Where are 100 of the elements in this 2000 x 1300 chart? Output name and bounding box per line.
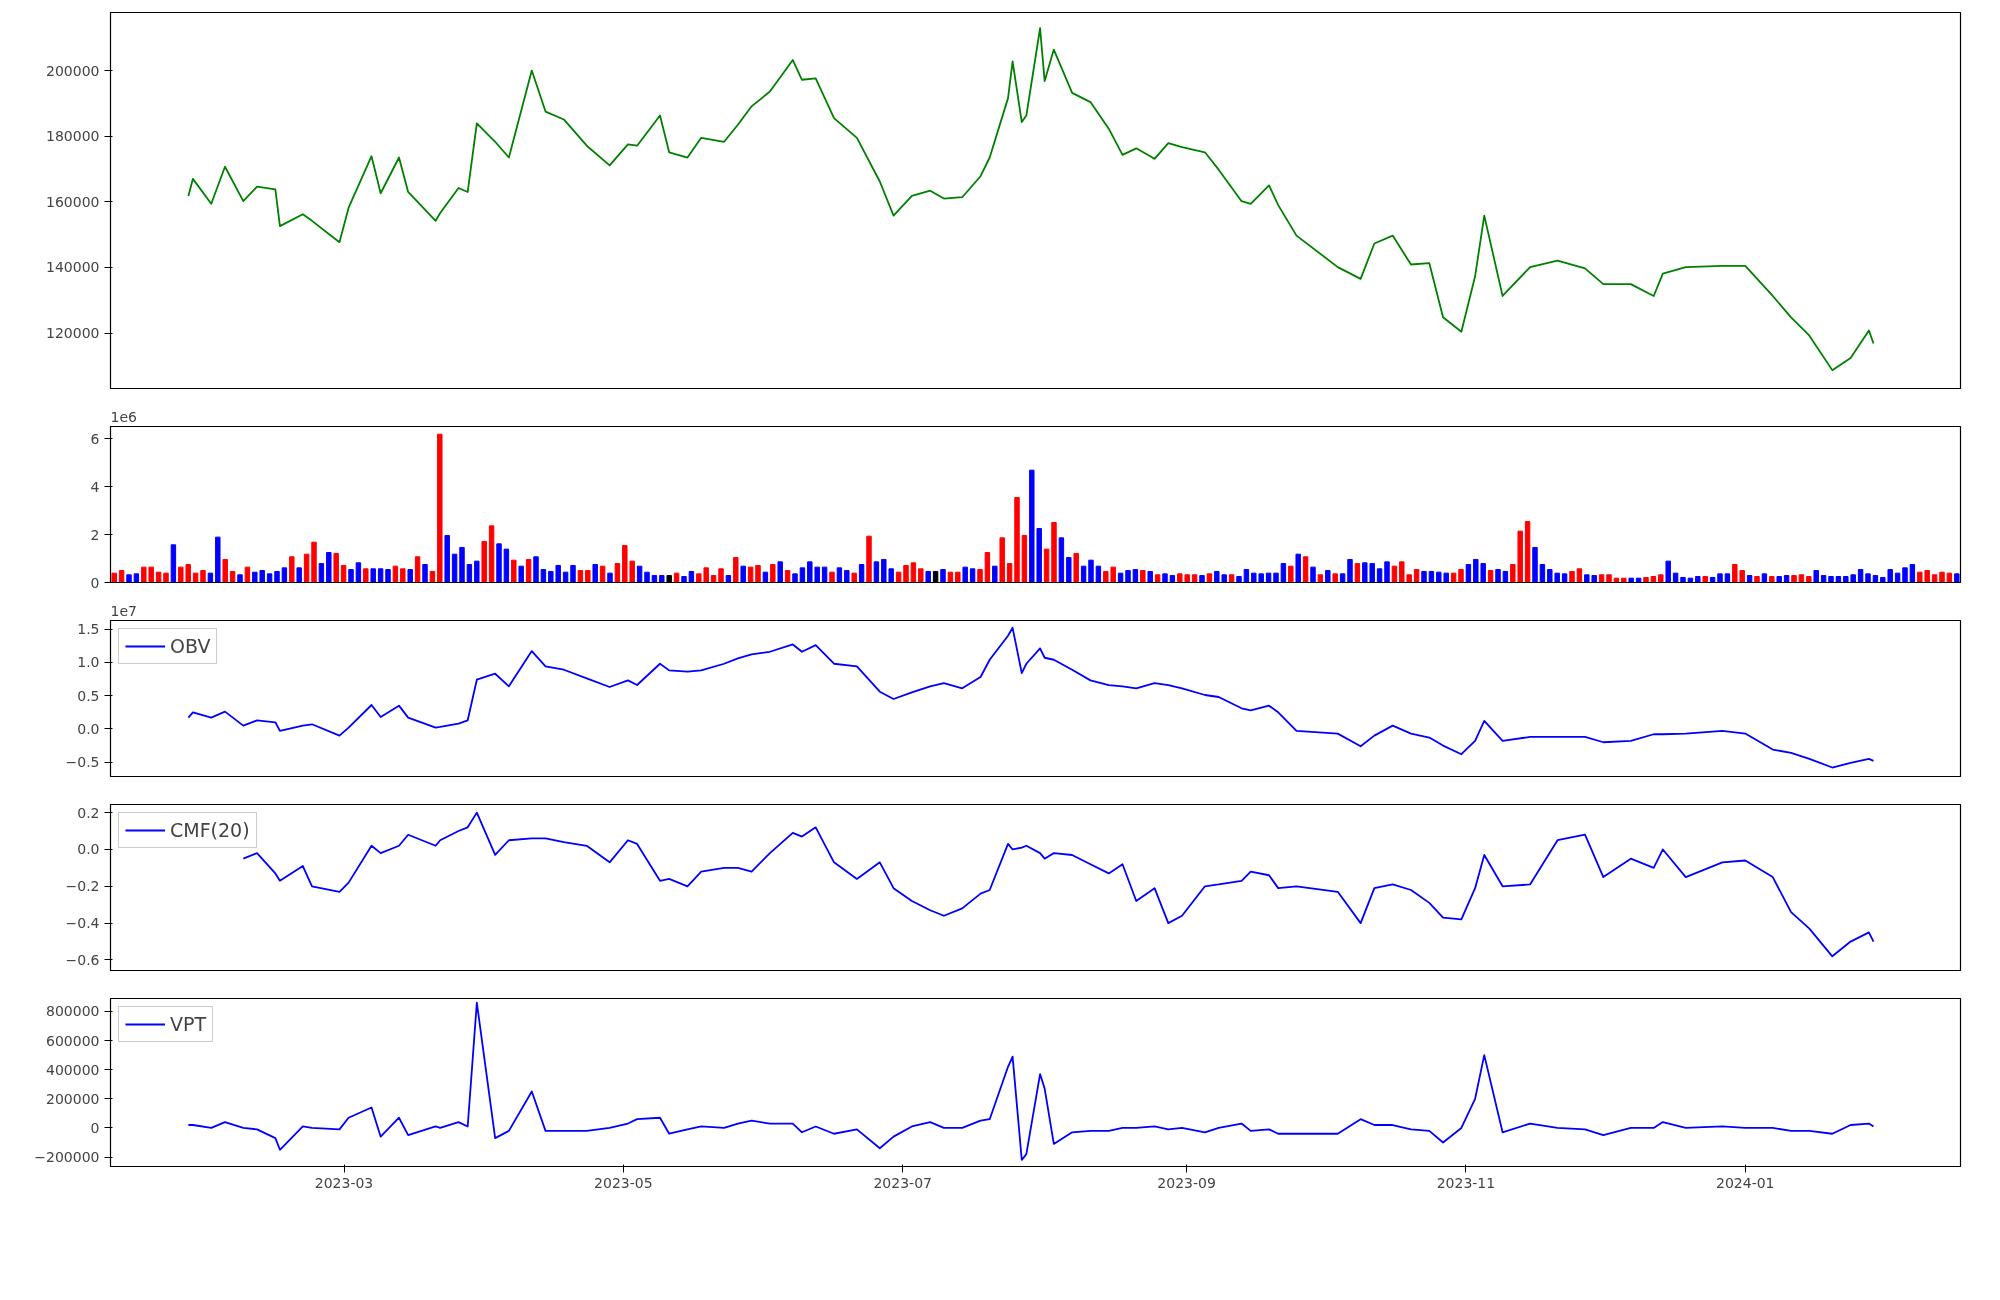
y-tick-label: 0.0 <box>77 841 100 858</box>
bar <box>1421 570 1427 583</box>
bar <box>836 567 843 583</box>
bar <box>969 568 976 583</box>
bar <box>1021 534 1028 583</box>
bar <box>1317 574 1324 583</box>
bar <box>910 562 917 583</box>
bar <box>1857 569 1864 583</box>
bar <box>377 568 384 583</box>
bar <box>1273 572 1279 583</box>
bar <box>222 558 228 583</box>
bar <box>977 569 983 583</box>
bar <box>1073 552 1079 583</box>
bar <box>829 571 835 583</box>
bar <box>577 570 584 583</box>
bar <box>858 564 865 583</box>
bar <box>1206 573 1213 583</box>
legend-label: VPT <box>170 1013 207 1035</box>
bar <box>1487 570 1494 583</box>
bar <box>363 568 369 583</box>
bar <box>133 573 140 583</box>
bar <box>481 540 487 583</box>
x-tick-label: 2023-09 <box>1157 1174 1216 1191</box>
bar <box>1058 537 1065 583</box>
bar <box>659 575 665 583</box>
bar <box>422 564 428 583</box>
bar <box>1806 576 1812 583</box>
bar <box>1243 569 1250 583</box>
y-tick-label: 180000 <box>46 128 100 145</box>
x-tick-label: 2023-11 <box>1436 1174 1496 1191</box>
bar <box>333 552 339 583</box>
y-tick-label: −0.5 <box>65 754 100 771</box>
bar <box>1125 570 1131 583</box>
bar <box>244 566 251 583</box>
bar <box>1384 561 1390 583</box>
bar <box>192 572 199 583</box>
y-tick-label: 600000 <box>46 1032 100 1049</box>
y-tick-label: 200000 <box>46 1090 100 1107</box>
bar <box>511 559 517 583</box>
bar <box>1532 546 1538 583</box>
bar <box>1658 574 1664 583</box>
bar <box>540 569 547 583</box>
legend-label: CMF(20) <box>170 819 250 841</box>
bar <box>1288 565 1294 583</box>
y-tick-label: 400000 <box>46 1061 100 1078</box>
bar <box>459 546 465 583</box>
y-tick-label: 4 <box>90 478 100 495</box>
bar <box>1628 577 1634 583</box>
bar <box>1132 569 1139 583</box>
bar <box>1006 563 1013 583</box>
bar <box>355 562 362 583</box>
bar <box>1088 559 1094 583</box>
bar <box>126 574 132 583</box>
bar <box>1754 576 1760 583</box>
bar <box>289 556 295 583</box>
bar <box>1561 573 1568 583</box>
bar <box>1672 572 1679 583</box>
bar <box>1339 573 1346 583</box>
bar <box>1162 573 1168 583</box>
bar <box>733 557 739 583</box>
bar <box>1606 574 1612 583</box>
bar <box>1865 573 1871 583</box>
bar <box>1798 574 1805 583</box>
bar <box>1761 573 1768 583</box>
bar <box>1347 558 1353 583</box>
bar <box>1791 575 1797 583</box>
bar <box>607 572 613 583</box>
y-tick-label: 200000 <box>46 62 100 79</box>
bar <box>1621 577 1627 583</box>
bar <box>1717 573 1723 583</box>
bar <box>792 573 798 583</box>
bar <box>111 572 117 583</box>
bar <box>681 576 687 583</box>
bar <box>1702 576 1708 583</box>
bar <box>1354 563 1361 583</box>
bar <box>118 570 125 583</box>
y-tick-label: −200000 <box>34 1149 100 1166</box>
bar <box>1140 570 1146 583</box>
bar <box>1465 564 1472 583</box>
bar <box>1302 556 1309 583</box>
bar <box>348 569 354 583</box>
bar <box>955 571 961 583</box>
bar <box>873 561 880 583</box>
bar <box>992 565 998 583</box>
y-tick-label: 0 <box>90 1119 100 1136</box>
bar <box>1376 568 1383 583</box>
y-tick-label: 0 <box>90 574 100 591</box>
bar <box>207 572 214 583</box>
bar <box>444 534 450 583</box>
bar <box>1450 572 1457 583</box>
bar <box>866 535 872 583</box>
bar <box>1458 569 1464 583</box>
bar <box>1495 569 1501 583</box>
bar <box>918 568 924 583</box>
bar <box>903 564 909 583</box>
x-tick-label: 2023-07 <box>873 1174 932 1191</box>
bar <box>1066 557 1072 583</box>
bar <box>799 567 806 583</box>
bar <box>503 548 510 583</box>
bar <box>1724 573 1731 583</box>
